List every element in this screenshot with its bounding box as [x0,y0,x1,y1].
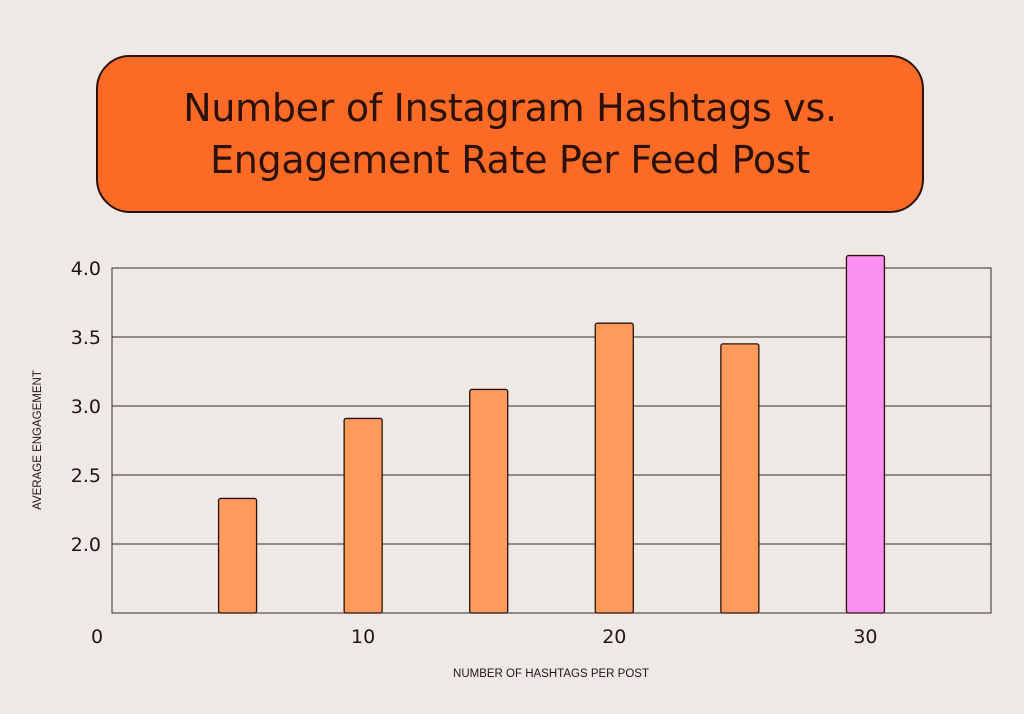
x-tick-labels: 0 10 20 30 [91,626,878,648]
bar-20 [594,322,634,614]
chart-title-line-1: Number of Instagram Hashtags vs. [183,86,837,130]
y-tick-label: 3.0 [71,396,101,418]
x-tick-label: 10 [351,626,375,648]
bars [217,254,886,614]
chart-title-line-2: Engagement Rate Per Feed Post [210,138,810,182]
y-tick-labels: 2.0 2.5 3.0 3.5 4.0 [71,258,101,556]
bar-25 [720,343,760,614]
bar-10 [343,417,383,614]
x-tick-label: 0 [91,626,103,648]
chart-title-box: Number of Instagram Hashtags vs. Engagem… [96,55,924,213]
x-tick-label: 30 [853,626,877,648]
plot-frame [111,267,992,614]
y-tick-label: 3.5 [71,327,101,349]
y-axis-label: AVERAGE ENGAGEMENT [32,370,44,510]
bar-30 [845,254,886,614]
x-tick-label: 20 [602,626,626,648]
y-tick-label: 4.0 [71,258,101,280]
y-tick-label: 2.5 [71,465,101,487]
x-axis-label: NUMBER OF HASHTAGS PER POST [453,668,649,680]
y-tick-label: 2.0 [71,534,101,556]
bar-5 [217,497,258,614]
bar-15 [469,388,509,614]
